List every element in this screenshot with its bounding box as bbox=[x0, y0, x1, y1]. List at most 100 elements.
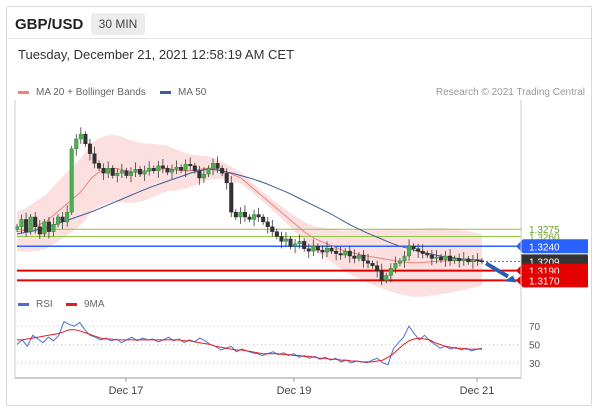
legend-ma20-label: MA 20 + Bollinger Bands bbox=[36, 87, 146, 98]
candle bbox=[325, 241, 330, 257]
candle-body bbox=[242, 211, 247, 218]
candle bbox=[174, 160, 179, 175]
candle-body bbox=[46, 221, 51, 232]
candle-body bbox=[169, 169, 174, 173]
candle-body bbox=[56, 216, 61, 225]
level-label-1-3260: 1.3260 bbox=[529, 233, 560, 244]
candle bbox=[347, 246, 352, 263]
candle-body bbox=[375, 265, 380, 271]
candle bbox=[402, 251, 407, 268]
symbol-title: GBP/USD bbox=[15, 16, 84, 33]
candle-body bbox=[329, 247, 334, 252]
candle bbox=[470, 255, 475, 269]
candle-body bbox=[274, 231, 279, 237]
candle-body bbox=[115, 172, 120, 176]
candle-body bbox=[315, 246, 320, 251]
ma9-line bbox=[17, 329, 482, 363]
candle-body bbox=[379, 270, 384, 281]
candle bbox=[238, 207, 243, 224]
candle-body bbox=[279, 236, 284, 242]
x-tick-label: Dec 21 bbox=[460, 385, 495, 397]
candle-body bbox=[393, 263, 398, 269]
candle-body bbox=[124, 170, 129, 176]
candle-body bbox=[434, 256, 439, 259]
level-badge-1-3170 bbox=[516, 273, 588, 288]
candle-body bbox=[293, 243, 298, 247]
candle-body bbox=[87, 143, 92, 154]
ma9-swatch bbox=[66, 303, 77, 306]
candle bbox=[169, 164, 174, 179]
candle bbox=[352, 249, 357, 264]
level-label-1-3190: 1.3190 bbox=[529, 267, 560, 278]
candle-body bbox=[366, 260, 371, 264]
candle bbox=[480, 257, 485, 265]
candle bbox=[147, 161, 152, 176]
candle-body bbox=[448, 255, 453, 262]
ma20-swatch bbox=[18, 91, 29, 94]
candle bbox=[206, 165, 211, 178]
candle bbox=[293, 238, 298, 254]
bollinger-band-area bbox=[17, 134, 482, 297]
candle bbox=[211, 158, 216, 176]
candle-body bbox=[101, 168, 106, 174]
credit-text: Research © 2021 Trading Central bbox=[435, 87, 585, 98]
candle-body bbox=[402, 255, 407, 262]
candles bbox=[14, 127, 485, 286]
candle-body bbox=[142, 170, 147, 175]
candle bbox=[366, 254, 371, 269]
candle bbox=[56, 214, 61, 228]
candle-body bbox=[411, 246, 416, 249]
price-levels bbox=[17, 228, 522, 282]
candle-body bbox=[24, 219, 29, 232]
candle bbox=[19, 214, 24, 234]
candle-body bbox=[65, 211, 70, 223]
candle bbox=[384, 272, 389, 284]
candle-body bbox=[19, 219, 24, 227]
candle-body bbox=[211, 163, 216, 169]
candle bbox=[242, 205, 247, 222]
candle-body bbox=[347, 250, 352, 257]
candle bbox=[297, 234, 302, 249]
candle-body bbox=[416, 248, 421, 252]
candle bbox=[74, 134, 79, 156]
candle-body bbox=[370, 263, 375, 266]
candle-body bbox=[256, 214, 261, 218]
candle bbox=[165, 165, 170, 176]
legend-ma50: MA 50 bbox=[160, 87, 206, 98]
candle bbox=[192, 162, 197, 174]
candle bbox=[138, 166, 143, 178]
candle bbox=[65, 205, 70, 227]
candle bbox=[106, 161, 111, 178]
legend-9ma: 9MA bbox=[66, 299, 105, 310]
candle-body bbox=[425, 253, 430, 256]
candle-body bbox=[229, 182, 234, 213]
candle bbox=[179, 164, 184, 174]
candle bbox=[302, 238, 307, 252]
candle bbox=[438, 254, 443, 263]
candle-body bbox=[283, 238, 288, 242]
candle-body bbox=[188, 164, 193, 167]
x-axis: Dec 17 Dec 19 Dec 21 bbox=[14, 100, 522, 397]
candle-body bbox=[288, 238, 293, 247]
level-label-1-3209: 1.3209 bbox=[529, 257, 560, 268]
candle bbox=[265, 217, 270, 234]
candle-body bbox=[420, 250, 425, 254]
candle bbox=[329, 245, 334, 255]
candle bbox=[274, 228, 279, 240]
candle-body bbox=[338, 253, 343, 256]
candle-body bbox=[206, 168, 211, 175]
rsi-tick-30: 30 bbox=[529, 359, 541, 370]
candle-body bbox=[215, 163, 220, 169]
candle bbox=[28, 214, 33, 235]
candle bbox=[101, 163, 106, 180]
candle bbox=[416, 243, 421, 258]
timeframe-badge[interactable]: 30 MIN bbox=[91, 13, 145, 35]
candle bbox=[411, 243, 416, 252]
x-tick-label: Dec 17 bbox=[109, 385, 144, 397]
candle-body bbox=[343, 250, 348, 256]
candle bbox=[452, 255, 457, 264]
candle-body bbox=[128, 171, 133, 176]
candle-body bbox=[306, 248, 311, 252]
candle-body bbox=[110, 168, 115, 176]
